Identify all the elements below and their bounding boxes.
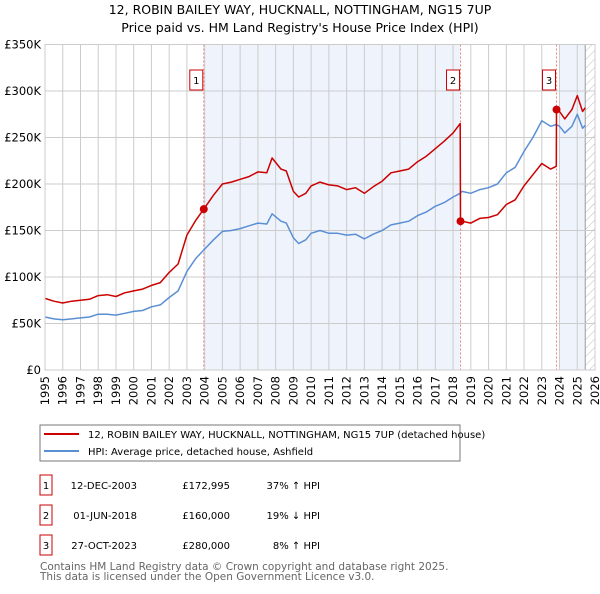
sale-label-box — [189, 69, 204, 91]
x-tick-label: 2008 — [269, 376, 283, 405]
property-price-line — [44, 94, 586, 304]
sale-label-box — [446, 69, 461, 91]
sale-label: 1 — [193, 76, 199, 87]
legend-property-label: 12, ROBIN BAILEY WAY, HUCKNALL, NOTTINGH… — [88, 430, 485, 441]
x-tick-label: 1998 — [91, 376, 105, 405]
x-tick-label: 2019 — [464, 376, 478, 405]
sale-date: 27-OCT-2023 — [71, 541, 137, 552]
y-tick-label: £250K — [4, 131, 41, 145]
sale-number-badge — [39, 504, 53, 526]
x-tick-label: 2003 — [180, 376, 194, 405]
sale-date: 01-JUN-2018 — [73, 511, 137, 522]
sale-label: 2 — [450, 76, 456, 87]
x-tick-label: 2007 — [251, 376, 265, 405]
sale-price: £172,995 — [182, 481, 230, 492]
sale-number: 1 — [43, 481, 49, 492]
sale-label-box — [542, 69, 556, 91]
y-tick-label: £50K — [12, 317, 42, 331]
x-tick-label: 2024 — [553, 376, 567, 405]
sale-date: 12-DEC-2003 — [71, 481, 137, 492]
chart-title: 12, ROBIN BAILEY WAY, HUCKNALL, NOTTINGH… — [109, 2, 492, 17]
x-tick-label: 2004 — [198, 376, 212, 405]
sale-point — [456, 217, 465, 226]
plot-border — [44, 44, 596, 371]
x-tick-label: 2015 — [393, 376, 407, 405]
chart-subtitle: Price paid vs. HM Land Registry's House … — [121, 20, 478, 35]
x-tick-label: 2012 — [340, 376, 354, 405]
x-tick-label: 1995 — [38, 376, 52, 405]
x-tick-label: 2020 — [482, 376, 496, 405]
sale-price: £280,000 — [182, 541, 230, 552]
sale-number-badge — [39, 474, 53, 496]
x-tick-label: 2006 — [233, 376, 247, 405]
x-tick-label: 2011 — [322, 376, 336, 405]
footer-license: This data is licensed under the Open Gov… — [39, 571, 375, 583]
sale-price: £160,000 — [182, 511, 230, 522]
sale-point — [199, 205, 208, 214]
x-tick-label: 1999 — [109, 376, 123, 405]
y-tick-label: £350K — [4, 38, 41, 52]
legend-hpi-label: HPI: Average price, detached house, Ashf… — [88, 447, 313, 458]
sale-hpi-diff: 37% ↑ HPI — [267, 481, 320, 492]
forecast-hatch-region — [585, 44, 595, 370]
shaded-ownership-period — [559, 44, 586, 370]
x-tick-label: 2001 — [144, 376, 158, 405]
sale-point — [552, 105, 561, 114]
sale-hpi-diff: 19% ↓ HPI — [267, 511, 320, 522]
y-tick-label: £200K — [4, 177, 41, 191]
x-tick-label: 2010 — [304, 376, 318, 405]
x-tick-label: 2018 — [446, 376, 460, 405]
sale-number: 3 — [43, 541, 49, 552]
x-tick-label: 2023 — [535, 376, 549, 405]
x-tick-label: 2014 — [375, 376, 389, 405]
y-tick-label: £100K — [4, 270, 41, 284]
sale-label: 3 — [546, 76, 552, 87]
x-tick-label: 2017 — [428, 376, 442, 405]
y-tick-label: £150K — [4, 224, 41, 238]
shaded-ownership-period — [203, 44, 461, 370]
sale-row: 3 27-OCT-2023 £280,000 8% ↑ HPI — [39, 534, 320, 556]
x-tick-label: 1997 — [73, 376, 87, 405]
sale-number-badge — [39, 534, 53, 556]
x-tick-label: 2002 — [162, 376, 176, 405]
x-tick-label: 1996 — [56, 376, 70, 405]
x-tick-label: 2021 — [499, 376, 513, 405]
x-tick-label: 2000 — [127, 376, 141, 405]
x-tick-label: 2026 — [588, 376, 600, 405]
hpi-line — [44, 113, 586, 321]
y-tick-label: £0 — [26, 363, 41, 377]
sale-number: 2 — [43, 511, 49, 522]
x-tick-label: 2009 — [286, 376, 300, 405]
x-tick-label: 2013 — [357, 376, 371, 405]
y-tick-label: £300K — [4, 84, 41, 98]
x-tick-label: 2025 — [570, 376, 584, 405]
sale-row: 1 12-DEC-2003 £172,995 37% ↑ HPI — [39, 474, 320, 496]
x-tick-label: 2016 — [411, 376, 425, 405]
legend-box — [39, 424, 461, 462]
sale-row: 2 01-JUN-2018 £160,000 19% ↓ HPI — [39, 504, 320, 526]
x-tick-label: 2022 — [517, 376, 531, 405]
sale-hpi-diff: 8% ↑ HPI — [273, 541, 320, 552]
x-tick-label: 2005 — [215, 376, 229, 405]
footer-copyright: Contains HM Land Registry data © Crown c… — [40, 561, 448, 573]
